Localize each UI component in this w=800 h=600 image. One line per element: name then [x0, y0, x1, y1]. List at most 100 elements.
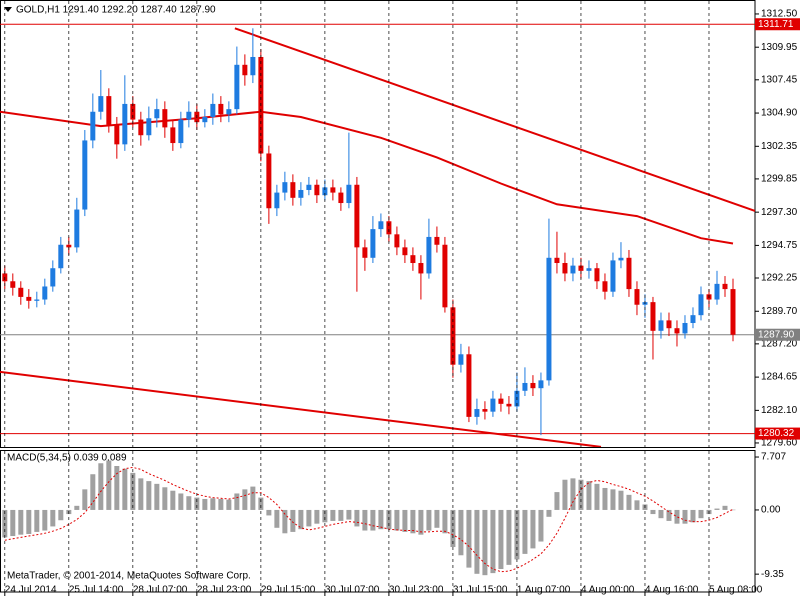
- macd-bar: [570, 478, 576, 510]
- macd-frame: [0, 450, 756, 593]
- candle-body: [210, 103, 216, 117]
- y-tick-label: 1302.35: [761, 141, 798, 152]
- candle-body: [554, 257, 560, 264]
- macd-bar: [130, 472, 136, 510]
- candle-body: [322, 187, 328, 196]
- macd-bar: [58, 509, 64, 521]
- y-tick-label: 1294.75: [761, 240, 798, 251]
- candle-body: [586, 268, 592, 271]
- macd-bar: [146, 481, 152, 510]
- candle-body: [714, 283, 720, 300]
- candle-body: [418, 263, 424, 274]
- candle-body: [290, 182, 296, 198]
- macd-label: MACD(5,34,5) 0.039 0.089: [7, 453, 127, 464]
- macd-bar: [498, 509, 504, 569]
- candle-body: [202, 116, 208, 123]
- macd-bar: [218, 498, 224, 510]
- macd-bar: [610, 489, 616, 510]
- macd-bar: [194, 497, 200, 510]
- macd-bar: [282, 509, 288, 534]
- candle-body: [618, 257, 624, 261]
- x-tick-label: 24 Jul 2014: [5, 584, 57, 595]
- trend-line: [0, 370, 602, 447]
- macd-bar: [666, 509, 672, 521]
- candle-body: [226, 109, 232, 115]
- macd-bar: [522, 509, 528, 554]
- candle-body: [474, 409, 480, 417]
- macd-bar: [274, 509, 280, 528]
- candle-body: [522, 382, 528, 391]
- macd-bar: [482, 509, 488, 576]
- x-tick-label: 29 Jul 15:00: [261, 584, 316, 595]
- macd-bar: [258, 497, 264, 510]
- candle-body: [682, 322, 688, 334]
- candle-body: [530, 382, 536, 389]
- macd-bar: [722, 505, 728, 510]
- macd-bar: [546, 509, 552, 517]
- price-level-box: [755, 18, 800, 31]
- price-level-label: 1287.90: [758, 329, 795, 340]
- macd-bar: [530, 509, 536, 549]
- macd-bar: [634, 500, 640, 510]
- candle-body: [506, 403, 512, 407]
- macd-bar: [394, 509, 400, 531]
- macd-bar: [586, 481, 592, 510]
- candle-body: [610, 260, 616, 292]
- candle-body: [274, 192, 280, 209]
- candle-body: [346, 184, 352, 204]
- macd-bar: [186, 496, 192, 510]
- y-tick-label: 1292.25: [761, 273, 798, 284]
- macd-bar: [50, 509, 56, 527]
- macd-bar: [682, 509, 688, 524]
- menu-arrow: [4, 7, 12, 12]
- macd-bar: [266, 509, 272, 516]
- macd-bar: [322, 509, 328, 523]
- macd-bar: [234, 493, 240, 510]
- candle-body: [650, 302, 656, 331]
- macd-signal: [4, 466, 734, 573]
- candle-body: [490, 398, 496, 412]
- candle-body: [362, 247, 368, 258]
- macd-bar: [298, 509, 304, 530]
- candle-body: [394, 234, 400, 248]
- candle-body: [546, 257, 552, 381]
- candle-body: [722, 283, 728, 290]
- macd-bar: [114, 465, 120, 510]
- macd-bar: [74, 505, 80, 510]
- candle-body: [386, 221, 392, 235]
- candle-body: [538, 380, 544, 389]
- macd-bar: [442, 509, 448, 534]
- x-tick-label: 5 Aug 08:00: [709, 584, 763, 595]
- candle-body: [730, 289, 736, 335]
- macd-bar: [514, 509, 520, 560]
- trend-line: [234, 27, 755, 212]
- macd-bar: [210, 498, 216, 510]
- x-tick-label: 4 Aug 16:00: [645, 584, 699, 595]
- y-tick-label: 1282.10: [761, 405, 798, 416]
- x-tick-label: 31 Jul 15:00: [453, 584, 508, 595]
- candle-body: [250, 56, 256, 76]
- macd-bar: [418, 509, 424, 535]
- macd-bar: [346, 509, 352, 520]
- candle-body: [106, 96, 112, 125]
- macd-bar: [650, 509, 656, 515]
- macd-bar: [594, 483, 600, 510]
- chart-title: GOLD,H1 1291.40 1292.20 1287.40 1287.90: [16, 5, 216, 16]
- macd-bar: [714, 508, 720, 510]
- macd-bar: [178, 493, 184, 510]
- macd-bar: [98, 463, 104, 510]
- candle-body: [98, 96, 104, 112]
- macd-bar: [618, 490, 624, 510]
- candle-body: [338, 192, 344, 204]
- candle-body: [122, 103, 128, 145]
- macd-bar: [538, 509, 544, 542]
- candle-body: [450, 307, 456, 365]
- macd-bar: [370, 509, 376, 531]
- candle-body: [658, 320, 664, 331]
- credit: MetaTrader, © 2001-2014, MetaQuotes Soft…: [7, 571, 251, 582]
- candle-body: [90, 111, 96, 141]
- macd-bar: [490, 509, 496, 574]
- candle-body: [354, 184, 360, 248]
